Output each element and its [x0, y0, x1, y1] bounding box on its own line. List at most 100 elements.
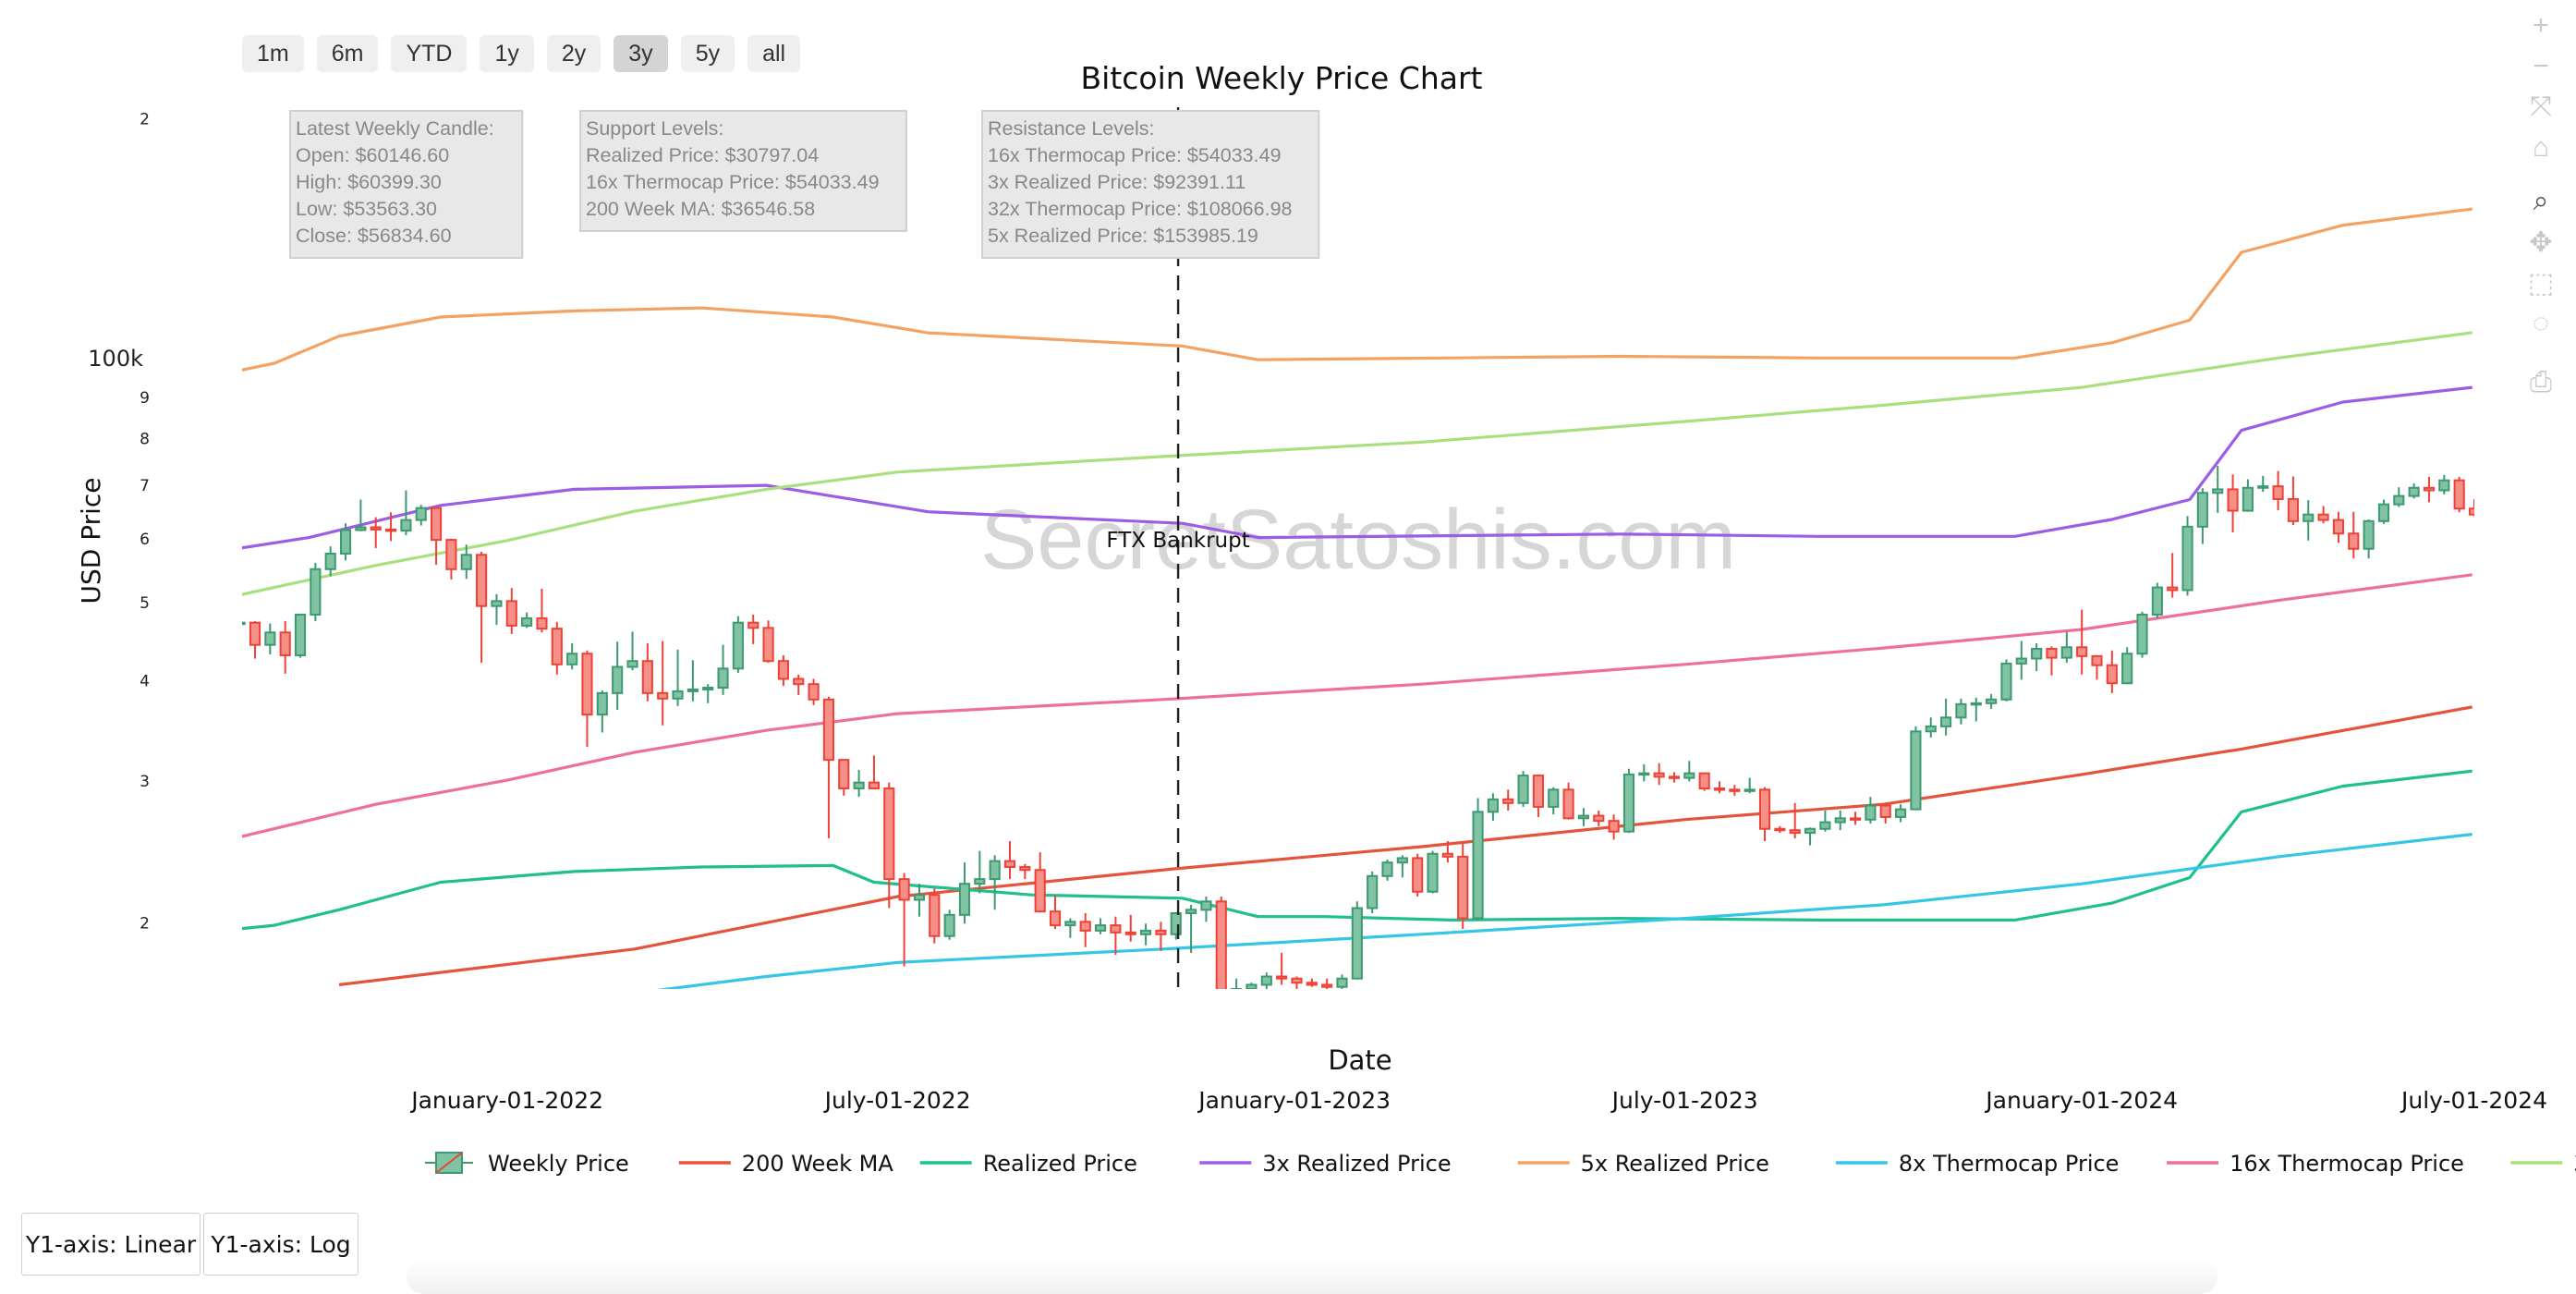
candle: [2181, 516, 2193, 596]
candle: [1698, 772, 1710, 791]
candle-body: [1865, 804, 1877, 821]
series-line-6: [242, 331, 2473, 596]
candle: [385, 512, 397, 542]
legend-label: Realized Price: [983, 1151, 1137, 1177]
candle: [2257, 475, 2269, 493]
lasso-select-icon[interactable]: ◌: [2533, 308, 2549, 338]
candle: [2438, 474, 2450, 494]
candle-body: [687, 688, 699, 692]
candle-body: [612, 665, 624, 694]
y-tick-label: 2: [140, 110, 150, 128]
candle: [294, 613, 307, 658]
candle: [596, 690, 608, 733]
candle: [1155, 922, 1167, 951]
candle-body: [400, 519, 412, 532]
range-button-5y[interactable]: 5y: [680, 35, 735, 72]
x-tick-label: January-01-2022: [409, 1087, 603, 1114]
watermark: SecretSatoshis.com: [980, 493, 1736, 587]
candle-body: [2423, 486, 2436, 492]
range-button-6m[interactable]: 6m: [316, 35, 379, 72]
bottom-shadow: [407, 1259, 2218, 1294]
candle-body: [1653, 772, 1665, 778]
candle-body: [2287, 497, 2299, 522]
y-axis-linear-button[interactable]: Y1-axis: Linear: [21, 1213, 200, 1276]
candle-body: [1593, 814, 1605, 823]
candle-body: [2212, 488, 2224, 494]
x-axis-title: Date: [1328, 1044, 1391, 1076]
candle: [1170, 911, 1182, 940]
candle: [2106, 650, 2118, 693]
candle-body: [1683, 772, 1695, 779]
autoscale-icon[interactable]: ⤧: [2530, 92, 2552, 122]
candle-body: [1003, 860, 1016, 868]
candle-body: [1019, 865, 1031, 872]
event-label: FTX Bankrupt: [1106, 529, 1249, 553]
candle-body: [1170, 911, 1182, 935]
pan-icon[interactable]: ✥: [2529, 226, 2553, 258]
candle-body: [310, 568, 322, 616]
legend-item-3[interactable]: 3x Realized Price: [1199, 1151, 1452, 1177]
candle: [1457, 844, 1469, 929]
candle: [476, 551, 488, 663]
legend-item-6[interactable]: 16x Thermocap Price: [2167, 1151, 2464, 1177]
zoom-in-icon[interactable]: +: [2533, 10, 2549, 41]
range-button-ytd[interactable]: YTD: [391, 35, 468, 72]
candle: [1593, 810, 1605, 826]
candle: [2393, 487, 2405, 507]
candle: [2196, 488, 2208, 544]
candle-body: [2121, 653, 2133, 685]
candle: [2167, 553, 2179, 598]
candle: [581, 650, 593, 748]
range-button-3y[interactable]: 3y: [614, 35, 668, 72]
legend[interactable]: Weekly Price 200 Week MA Realized Price 3x …: [425, 1151, 2576, 1177]
candle-body: [1140, 929, 1152, 935]
candle: [1940, 698, 1952, 736]
candle-body: [2377, 503, 2390, 522]
candle: [702, 684, 714, 703]
candle-body: [566, 653, 578, 665]
candle: [1260, 972, 1272, 989]
candle-body: [1472, 811, 1484, 920]
reset-axes-icon[interactable]: ⌂: [2532, 132, 2550, 163]
range-button-1y[interactable]: 1y: [480, 35, 534, 72]
range-button-2y[interactable]: 2y: [546, 35, 601, 72]
candle: [2348, 511, 2360, 559]
candle-body: [1276, 975, 1288, 980]
range-selector: 1m 6m YTD 1y 2y 3y 5y all: [242, 35, 801, 72]
candle-body: [1849, 817, 1862, 821]
candle-body: [2453, 479, 2465, 510]
zoom-icon[interactable]: ⌕: [2533, 186, 2549, 216]
legend-item-4[interactable]: 5x Realized Price: [1517, 1151, 1769, 1177]
zoom-out-icon[interactable]: −: [2533, 51, 2549, 81]
range-button-1m[interactable]: 1m: [242, 35, 304, 72]
candle: [1034, 852, 1046, 913]
candle: [1351, 901, 1363, 980]
legend-item-1[interactable]: 200 Week MA: [678, 1151, 894, 1177]
candle-body: [2015, 657, 2027, 665]
candle-body: [1351, 907, 1363, 980]
candle-body: [1879, 804, 1891, 818]
legend-swatch: [435, 1152, 463, 1174]
legend-item-0[interactable]: Weekly Price: [425, 1151, 629, 1177]
candle: [1124, 914, 1136, 942]
camera-icon[interactable]: ⎙: [2530, 367, 2552, 397]
candle: [913, 884, 926, 917]
candle: [1140, 923, 1152, 946]
box-select-icon[interactable]: ⬚: [2527, 267, 2555, 299]
legend-item-2[interactable]: Realized Price: [919, 1151, 1137, 1177]
y-axis-log-button[interactable]: Y1-axis: Log: [203, 1213, 358, 1276]
candle-body: [1427, 852, 1439, 893]
candle: [1336, 974, 1348, 989]
candle: [355, 499, 367, 531]
range-button-all[interactable]: all: [747, 35, 801, 72]
candle: [445, 538, 457, 580]
candle: [1834, 810, 1846, 831]
candle-body: [1155, 929, 1167, 935]
legend-item-5[interactable]: 8x Thermocap Price: [1835, 1151, 2120, 1177]
candle-body: [974, 878, 986, 885]
candle: [657, 641, 669, 726]
candle: [1608, 814, 1620, 840]
candle-body: [242, 621, 246, 626]
legend-item-7[interactable]: 32x Thermocap Price: [2510, 1151, 2576, 1177]
